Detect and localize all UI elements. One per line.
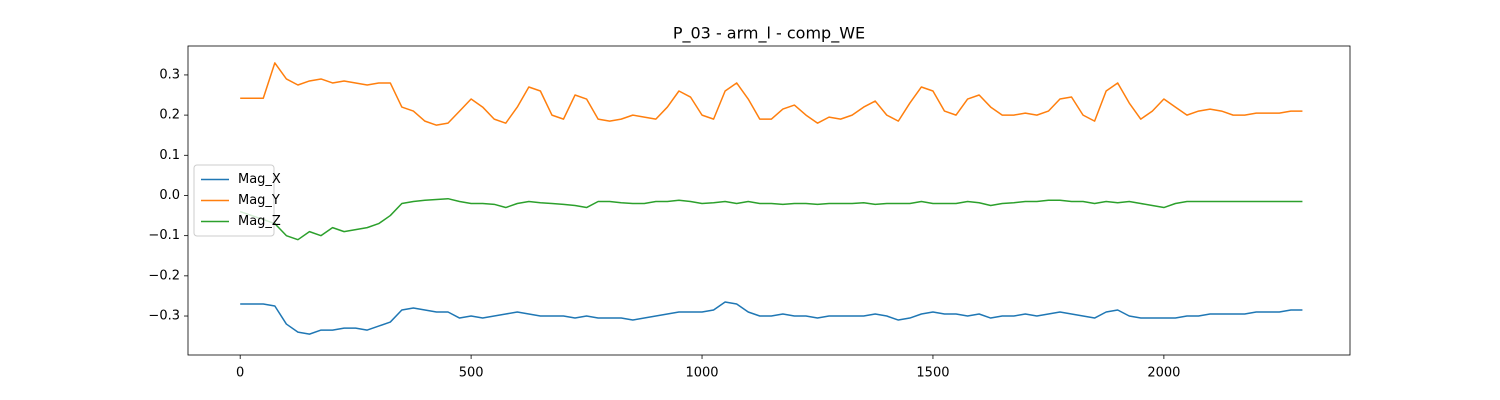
x-tick-label: 1000 <box>685 366 718 381</box>
x-tick-label: 500 <box>459 366 484 381</box>
x-tick-label: 1500 <box>916 366 949 381</box>
legend-box <box>193 164 275 237</box>
x-tick-label: 2000 <box>1147 366 1180 381</box>
plot-frame <box>187 45 1351 356</box>
y-tick-label: 0.2 <box>159 108 180 123</box>
legend-label: Mag_Z <box>238 214 281 229</box>
y-tick-label: 0.0 <box>159 188 180 203</box>
legend-label: Mag_X <box>238 172 281 187</box>
y-tick-label: −0.1 <box>148 228 180 243</box>
chart-title: P_03 - arm_l - comp_WE <box>673 24 865 44</box>
series-line <box>240 301 1303 335</box>
series-line <box>240 62 1303 126</box>
y-tick-label: 0.3 <box>159 67 180 82</box>
y-tick-label: 0.1 <box>159 148 180 163</box>
legend-label: Mag_Y <box>238 193 280 208</box>
series-line <box>239 197 1303 241</box>
y-tick-label: −0.2 <box>148 268 180 283</box>
x-tick-label: 0 <box>236 366 244 381</box>
y-tick-label: −0.3 <box>148 309 180 324</box>
